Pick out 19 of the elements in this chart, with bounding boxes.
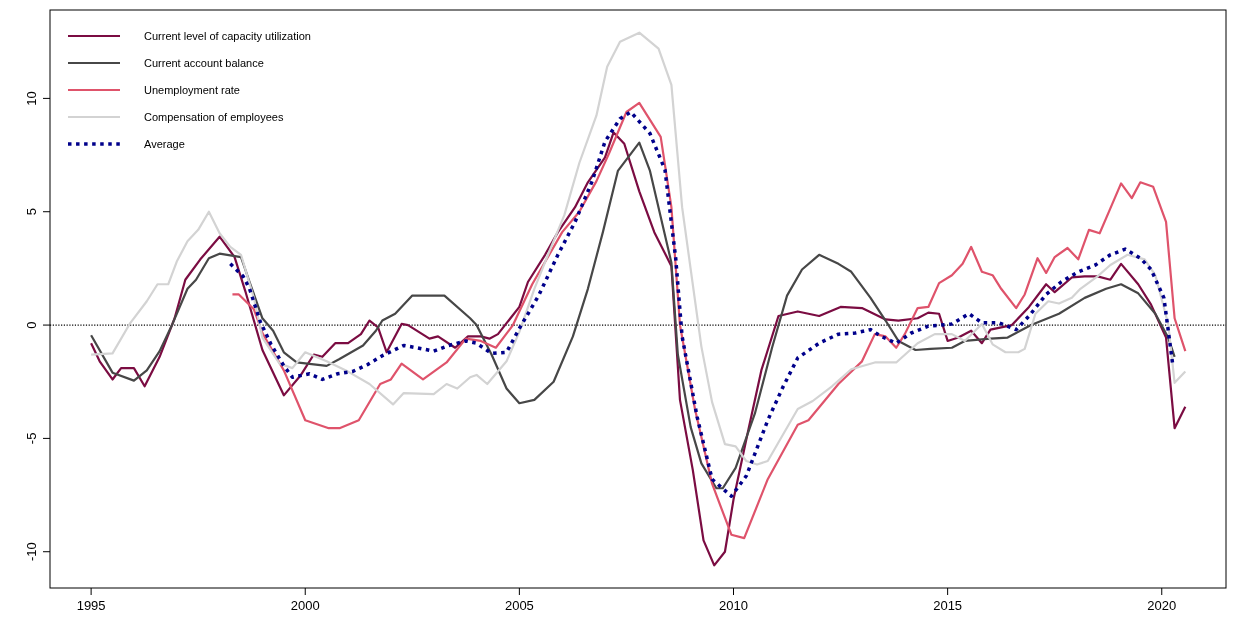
x-tick-label: 2015 (933, 598, 963, 613)
x-tick-label: 2000 (290, 598, 320, 613)
legend-label: Current level of capacity utilization (144, 30, 311, 42)
y-tick-label: 10 (24, 91, 39, 106)
legend-label: Current account balance (144, 57, 264, 69)
x-tick-label: 2010 (719, 598, 748, 613)
line-series (90, 141, 1176, 490)
y-tick-label: 5 (24, 208, 39, 216)
legend-label: Unemployment rate (144, 84, 240, 96)
y-tick-label: -5 (24, 432, 39, 445)
y-tick-label: 0 (24, 321, 39, 329)
x-tick-label: 1995 (76, 598, 106, 613)
y-tick-label: -10 (24, 542, 39, 562)
x-tick-label: 2020 (1147, 598, 1177, 613)
legend-label: Compensation of employees (144, 111, 284, 123)
x-tick-label: 2005 (504, 598, 534, 613)
legend-label: Average (144, 138, 185, 150)
line-series (90, 131, 1187, 567)
line-series (90, 31, 1187, 466)
